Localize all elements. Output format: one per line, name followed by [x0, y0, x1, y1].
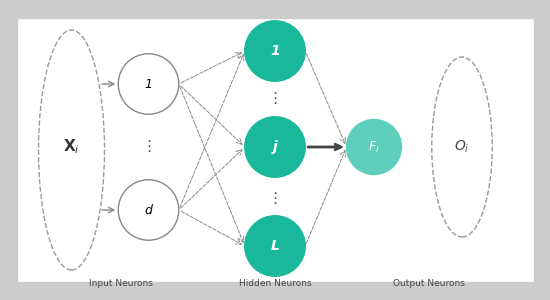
Text: $F_i$: $F_i$ [368, 140, 380, 154]
Ellipse shape [346, 119, 402, 175]
Text: j: j [273, 140, 277, 154]
Ellipse shape [245, 21, 305, 81]
Text: Hidden Neurons: Hidden Neurons [239, 279, 311, 288]
Text: d: d [145, 203, 152, 217]
Text: Input Neurons: Input Neurons [89, 279, 153, 288]
Text: ⋮: ⋮ [267, 92, 283, 106]
Text: Output Neurons: Output Neurons [393, 279, 465, 288]
Text: 1: 1 [145, 77, 152, 91]
Ellipse shape [118, 54, 179, 114]
Text: 1: 1 [270, 44, 280, 58]
FancyBboxPatch shape [16, 18, 534, 282]
Ellipse shape [245, 117, 305, 177]
Ellipse shape [245, 216, 305, 276]
Text: $O_i$: $O_i$ [454, 139, 470, 155]
Text: ⋮: ⋮ [267, 190, 283, 206]
Ellipse shape [118, 180, 179, 240]
Text: ⋮: ⋮ [141, 140, 156, 154]
Text: L: L [271, 239, 279, 253]
Text: $\mathbf{X}_i$: $\mathbf{X}_i$ [63, 138, 80, 156]
